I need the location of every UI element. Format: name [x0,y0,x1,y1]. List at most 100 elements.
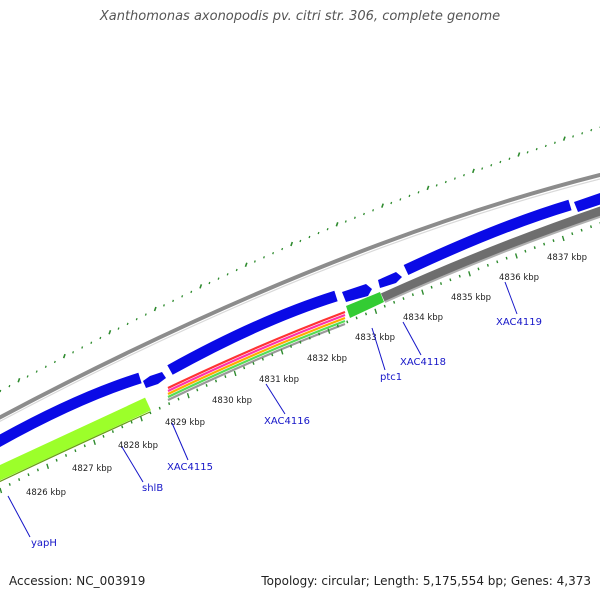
ruler-tick [552,239,555,243]
gc-tick [535,147,538,151]
gc-tick [344,220,347,223]
backbone-inner [0,178,600,423]
ruler-tick [205,384,208,387]
ruler-ticks [0,222,600,494]
cds-forward-3[interactable] [167,290,338,375]
kbp-label: 4829 kbp [165,418,205,428]
gc-tick [326,227,329,231]
ruler-tick [439,282,443,285]
ruler-tick [74,449,77,453]
gc-tick [417,191,420,194]
ruler-tick [271,353,274,357]
ruler-tick [477,267,480,271]
ruler-tick [0,487,3,494]
gc-tick [372,209,375,212]
cds-forward-4[interactable] [342,284,372,302]
ruler-tick [571,232,574,236]
gc-tick [590,128,593,132]
ruler-tick [580,228,583,232]
gc-tick [353,216,356,219]
gc-tick [0,389,2,393]
gc-tick [135,317,138,321]
gene-label-xac4119[interactable]: XAC4119 [496,317,542,328]
gc-tick [317,231,320,235]
ruler-tick [55,458,58,462]
gc-tick [172,299,175,303]
gc-tick [581,132,584,135]
ruler-tick [243,366,246,370]
ruler-tick [327,328,331,334]
ruler-tick [543,242,546,246]
gc-tick [508,157,511,160]
ruler-tick [458,274,461,278]
gc-tick [471,168,475,174]
ruler-tick [111,430,114,434]
cds-forward-2[interactable] [143,372,166,388]
gc-tick [153,306,157,312]
gc-tick [72,351,75,354]
gc-content-track [0,126,600,393]
gc-tick [390,201,393,205]
ruler-tick [139,416,143,422]
gc-tick [453,177,456,180]
gc-tick [90,341,93,344]
gene-label-shlb[interactable]: shlB [142,483,163,494]
gc-tick [217,277,220,280]
ruler-tick [533,246,536,250]
ruler-tick [149,411,152,415]
ruler-tick [8,482,11,486]
ruler-tick [514,253,518,259]
cds-forward-1[interactable] [0,372,142,452]
ruler-tick [402,297,405,300]
gc-tick [190,290,193,294]
gc-skew-edge [0,411,151,483]
ruler-tick [233,370,237,377]
gene-label-ptc1[interactable]: ptc1 [380,372,402,383]
ruler-tick [130,420,133,424]
cds-forward-5[interactable] [378,272,402,288]
gc-tick [517,152,521,157]
gc-tick [299,239,302,243]
cds-forward-6[interactable] [403,199,572,275]
ruler-tick [121,425,124,429]
ruler-tick [468,271,471,277]
gc-tick [117,327,120,330]
kbp-label: 4831 kbp [259,375,299,385]
backbone-outer [0,172,600,420]
gene-label-xac4116[interactable]: XAC4116 [264,416,310,427]
ruler-tick [158,406,161,410]
gc-tick [281,247,284,251]
ruler-tick [27,473,30,477]
gene-label-yaph[interactable]: yapH [31,538,57,549]
gene-leaders [7,281,518,538]
gc-tick [199,284,203,289]
kbp-label: 4832 kbp [307,354,347,364]
gc-tick [544,144,547,148]
gene-label-xac4118[interactable]: XAC4118 [400,357,446,368]
ruler-tick [355,316,358,320]
ruler-tick [430,285,433,289]
kbp-label: 4834 kbp [403,313,443,323]
gc-tick [263,256,265,259]
gene-label-xac4115[interactable]: XAC4115 [167,462,213,473]
cds-forward-7[interactable] [574,186,600,212]
gc-tick [553,141,556,144]
gc-tick [17,378,21,383]
gc-tick [144,313,147,316]
ruler-tick [346,320,349,324]
gc-tick [572,135,575,138]
gc-tick [235,268,238,272]
kbp-label: 4835 kbp [451,293,491,303]
ruler-tick [46,463,50,470]
ruler-tick [168,402,171,406]
rrna-green-block[interactable] [346,292,384,318]
ruler-tick [308,336,311,340]
gc-tick [381,203,384,208]
gc-tick [208,281,211,285]
gc-tick [308,235,311,239]
ruler-tick [102,434,105,438]
gc-tick [444,180,447,184]
gc-tick [399,198,402,201]
